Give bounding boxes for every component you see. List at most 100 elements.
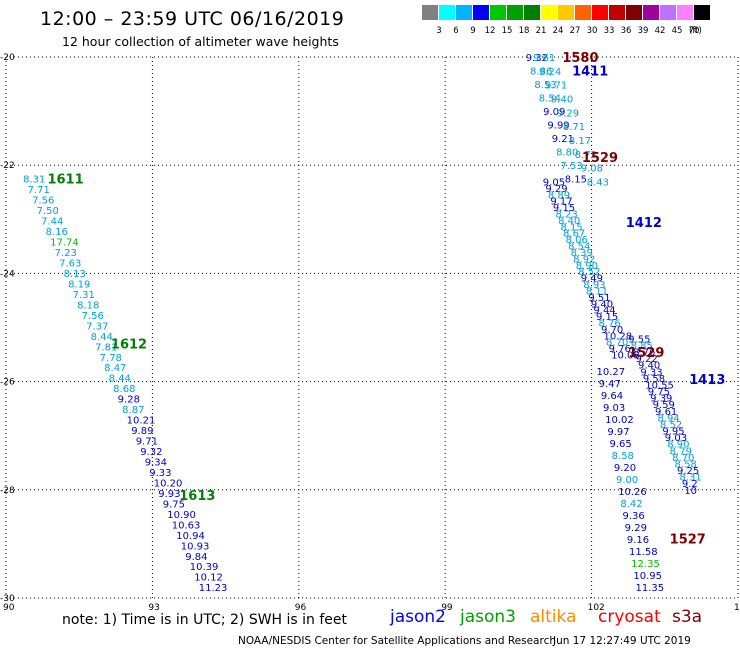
swh-value-label: 8.43 <box>587 177 609 188</box>
colorbar-swatch <box>456 5 472 20</box>
pass-number-label: 1529 <box>628 346 664 361</box>
swh-value-label: 8.11 <box>586 286 608 297</box>
swh-value-label: 8.89 <box>548 190 570 201</box>
swh-value-label: 9.08 <box>581 164 603 175</box>
swh-value-label: 7.81 <box>95 342 117 353</box>
colorbar-tick-label: 27 <box>569 26 581 36</box>
swh-value-label: 11.58 <box>629 547 658 558</box>
colorbar-unit: (ft) <box>689 26 702 36</box>
swh-value-label: 8.93 <box>583 280 605 291</box>
swh-value-label: 9.70 <box>601 325 623 336</box>
colorbar-tick-label: 9 <box>470 26 476 36</box>
swh-value-label: 10.26 <box>618 487 647 498</box>
swh-value-label: 7.23 <box>55 248 77 259</box>
lon-tick-label: 99 <box>441 603 453 613</box>
swh-value-label: 10.93 <box>181 541 210 552</box>
swh-value-label: 9.29 <box>557 108 579 119</box>
colorbar-swatch <box>694 5 710 20</box>
swh-value-label: 9.34 <box>145 458 167 469</box>
swh-value-label: 9.20 <box>614 463 636 474</box>
legend-item-jason3: jason3 <box>460 607 516 627</box>
swh-value-label: 8.19 <box>68 279 90 290</box>
lon-tick-label: 90 <box>3 603 15 613</box>
colorbar-tick-label: 6 <box>453 26 459 36</box>
swh-value-label: 9.76 <box>609 344 631 355</box>
colorbar-swatch <box>609 5 625 20</box>
swh-value-label: 8.54 <box>539 94 561 105</box>
swh-value-label: 7.63 <box>59 259 81 270</box>
swh-value-label: 9.61 <box>655 407 677 418</box>
swh-value-label: 8.87 <box>122 405 144 416</box>
swh-value-label: 7.53 <box>560 161 582 172</box>
colorbar-tick-label: 30 <box>586 26 598 36</box>
swh-value-label: 8.44 <box>109 374 131 385</box>
swh-value-label: 8.42 <box>620 499 642 510</box>
swh-value-label: 9.05 <box>543 177 565 188</box>
colorbar-swatch <box>422 5 438 20</box>
swh-value-label: 8.17 <box>569 136 591 147</box>
swh-value-label: 9.32 <box>526 53 548 64</box>
colorbar-tick-label: 3 <box>436 26 442 36</box>
swh-value-label: 9.22 <box>636 354 658 365</box>
swh-value-label: 8.58 <box>612 451 634 462</box>
swh-value-label: 9.36 <box>623 511 645 522</box>
lat-tick-label: -30 <box>0 594 15 604</box>
swh-value-label: 9.33 <box>149 468 171 479</box>
map-title: 12:00 – 23:59 UTC 06/16/2019 <box>40 8 345 30</box>
swh-value-label: 7.71 <box>28 185 50 196</box>
swh-value-label: 8.54 <box>568 242 590 253</box>
swh-value-label: 8.90 <box>576 261 598 272</box>
swh-value-label: 9.97 <box>607 427 629 438</box>
swh-value-label: 9.51 <box>588 293 610 304</box>
swh-value-label: 9.00 <box>616 475 638 486</box>
swh-value-label: 9.75 <box>163 499 185 510</box>
pass-number-label: 1412 <box>626 216 662 231</box>
swh-value-label: 8.52 <box>660 420 682 431</box>
colorbar-tick-label: 15 <box>501 26 513 36</box>
swh-value-label: 9.71 <box>136 437 158 448</box>
swh-value-label: 8.70 <box>606 338 628 349</box>
lat-tick-label: -28 <box>0 486 15 496</box>
swh-value-label: 9.65 <box>609 439 631 450</box>
swh-value-label: 8.68 <box>113 384 135 395</box>
swh-value-label: 9.17 <box>550 197 572 208</box>
swh-value-label: 8.76 <box>633 347 655 358</box>
swh-value-label: 9.99 <box>547 121 569 132</box>
lon-tick-label: 93 <box>148 603 159 613</box>
colorbar-tick-label: 12 <box>484 26 496 36</box>
swh-value-label: 9.28 <box>118 395 140 406</box>
swh-value-label: 9.15 <box>596 312 618 323</box>
swh-value-label: 8.86 <box>530 67 552 78</box>
swh-value-label: 7.50 <box>37 206 59 217</box>
colorbar-tick-label: 70 <box>688 26 700 36</box>
swh-value-label: 9.16 <box>627 535 649 546</box>
colorbar-tick-label: 39 <box>637 26 649 36</box>
swh-value-label: 9.59 <box>653 400 675 411</box>
colorbar-swatch <box>643 5 659 20</box>
lat-tick-label: -22 <box>0 161 15 171</box>
swh-value-label: 8.23 <box>555 209 577 220</box>
colorbar-swatch <box>524 5 540 20</box>
swh-value-label: 8.71 <box>563 122 585 133</box>
swh-value-label: 9.40 <box>551 94 573 105</box>
swh-value-label: 10.90 <box>167 510 196 521</box>
swh-value-label: 11.35 <box>636 583 665 594</box>
swh-value-label: 10.94 <box>176 531 205 542</box>
swh-value-label: 9.29 <box>625 523 647 534</box>
colorbar-tick-label: 42 <box>654 26 666 36</box>
swh-value-label: 8.85 <box>631 341 653 352</box>
lat-tick-label: -24 <box>0 269 15 279</box>
swh-value-label: 8.52 <box>578 267 600 278</box>
swh-value-label: 10.12 <box>194 573 223 584</box>
pass-number-label: 1529 <box>582 151 618 166</box>
swh-value-label: 8.76 <box>598 318 620 329</box>
swh-value-label: 8.70 <box>672 453 694 464</box>
swh-value-label: 9.61 <box>533 53 555 64</box>
swh-value-label: 10.39 <box>190 562 219 573</box>
lat-tick-label: -26 <box>0 378 15 388</box>
swh-value-label: 8.15 <box>565 175 587 186</box>
swh-value-label: 9.2 <box>682 479 698 490</box>
legend-item-altika: altika <box>530 607 577 627</box>
swh-value-label: 8.47 <box>104 363 126 374</box>
